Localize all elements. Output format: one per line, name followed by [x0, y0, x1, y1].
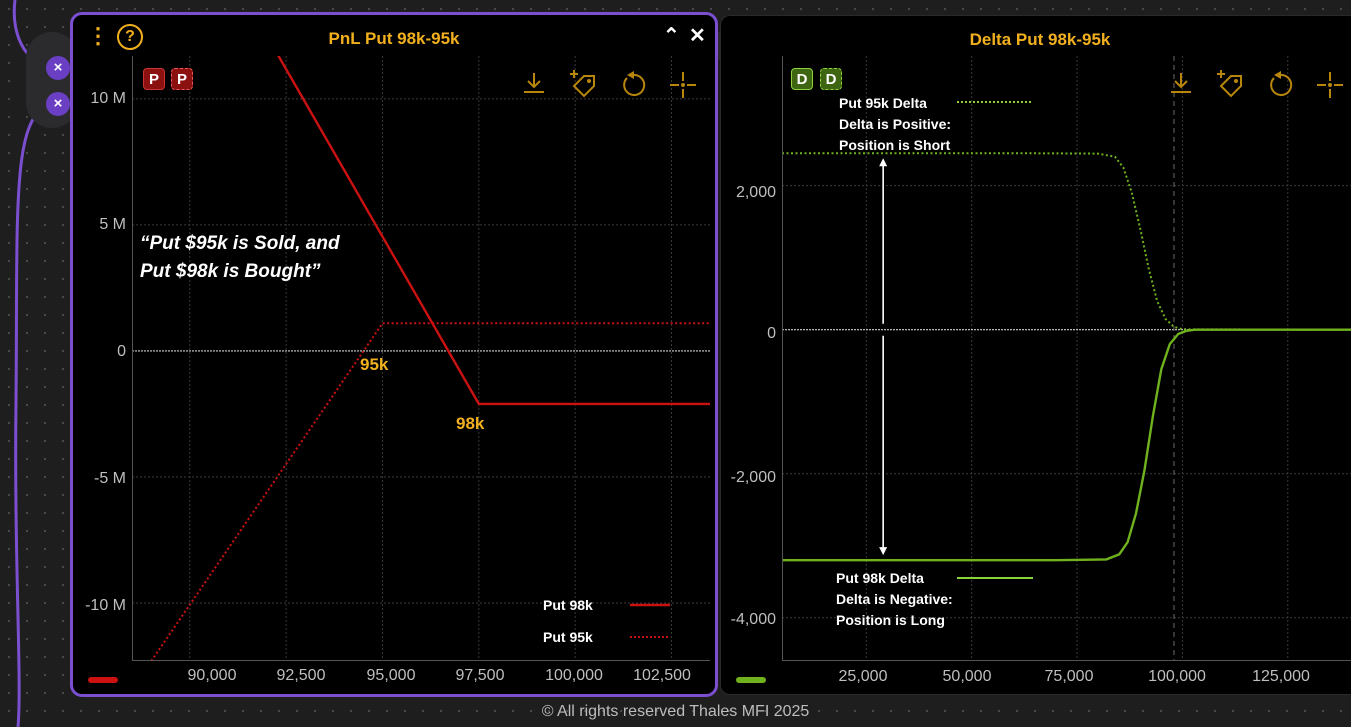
x-tick-label: 50,000 [942, 668, 992, 685]
y-tick-label: 2,000 [735, 184, 776, 201]
pnl-chart-panel: ⋮ ? PnL Put 98k-95k ⌃ ✕ [70, 12, 718, 697]
series-badge-put-95k-delta[interactable]: D [820, 68, 842, 90]
series-badge-put-98k[interactable]: P [143, 68, 165, 90]
series-line-put-95k-delta [782, 152, 1351, 331]
close-icon[interactable]: ✕ [689, 25, 706, 47]
panel-title: Delta Put 98k-95k [969, 30, 1111, 49]
note-line: Delta is Negative: [836, 591, 953, 607]
vertical-dots-icon[interactable]: ⋮ [87, 23, 109, 48]
x-tick-label: 100,000 [1148, 668, 1206, 685]
legend-swatch-put-98k [630, 603, 670, 607]
strike-callout-95k: 95k [360, 355, 389, 374]
legend-swatch-put-95k-delta [957, 101, 1033, 103]
y-tick-label: 0 [767, 325, 776, 342]
legend-label-put-95k-delta: Put 95k Delta [839, 95, 927, 111]
pnl-color-swatch [88, 677, 118, 683]
disconnect-input-2-icon[interactable]: × [46, 92, 70, 116]
disconnect-input-1-icon[interactable]: × [46, 56, 70, 80]
y-tick-label: 0 [117, 343, 126, 360]
x-tick-label: 92,500 [276, 667, 326, 684]
legend-label-put-98k-delta: Put 98k Delta [836, 570, 924, 586]
download-icon[interactable] [1167, 70, 1195, 98]
note-line: Position is Short [839, 137, 951, 153]
y-tick-label: -10 M [85, 597, 126, 614]
legend-label-put-95k: Put 95k [543, 629, 593, 645]
delta-color-swatch [736, 677, 766, 683]
copyright-footer: © All rights reserved Thales MFI 2025 [541, 703, 810, 720]
x-tick-label: 102,500 [633, 667, 691, 684]
delta-chart-panel: Delta Put 98k-95k [720, 15, 1351, 695]
delta-arrow-negative [879, 335, 888, 556]
x-tick-label: 90,000 [187, 667, 237, 684]
series-line-put-95k [150, 322, 710, 661]
annotation-line: “Put $95k is Sold, and [140, 233, 340, 254]
x-tick-label: 95,000 [366, 667, 416, 684]
x-tick-label: 75,000 [1044, 668, 1094, 685]
chevron-up-icon[interactable]: ⌃ [663, 25, 680, 47]
x-tick-label: 25,000 [838, 668, 888, 685]
tag-add-icon[interactable] [568, 68, 600, 100]
series-line-put-98k-delta [782, 328, 1351, 562]
annotation-line: Put $98k is Bought” [140, 261, 321, 282]
strategy-annotation: “Put $95k is Sold, and Put $98k is Bough… [140, 230, 340, 286]
reset-icon[interactable] [619, 70, 649, 100]
y-tick-label: 5 M [99, 216, 126, 233]
delta-note-short: Put 95k Delta Delta is Positive: Positio… [839, 93, 951, 156]
crosshair-icon[interactable] [1315, 70, 1345, 100]
delta-arrow-positive [879, 158, 888, 324]
y-tick-label: 10 M [90, 90, 126, 107]
legend-label-put-98k: Put 98k [543, 597, 593, 613]
x-tick-label: 125,000 [1252, 668, 1310, 685]
note-line: Delta is Positive: [839, 116, 952, 132]
delta-chart [782, 56, 1351, 661]
tag-add-icon[interactable] [1215, 68, 1247, 100]
strike-callout-98k: 98k [456, 414, 485, 433]
panel-title: PnL Put 98k-95k [328, 29, 460, 48]
y-tick-label: -4,000 [730, 611, 776, 628]
y-tick-label: -5 M [94, 470, 126, 487]
x-tick-label: 100,000 [545, 667, 603, 684]
series-badge-put-98k-delta[interactable]: D [791, 68, 813, 90]
x-tick-label: 97,500 [455, 667, 505, 684]
series-badge-put-95k[interactable]: P [171, 68, 193, 90]
delta-note-long: Put 98k Delta Delta is Negative: Positio… [836, 568, 953, 631]
legend-swatch-put-95k [630, 636, 670, 638]
y-tick-label: -2,000 [730, 469, 776, 486]
series-line-put-98k [277, 56, 710, 406]
note-line: Position is Long [836, 612, 945, 628]
crosshair-icon[interactable] [668, 70, 698, 100]
pnl-chart [132, 56, 710, 661]
legend-swatch-put-98k-delta [957, 577, 1033, 579]
help-circle-icon[interactable]: ? [117, 24, 143, 50]
download-icon[interactable] [520, 70, 548, 98]
reset-icon[interactable] [1266, 70, 1296, 100]
